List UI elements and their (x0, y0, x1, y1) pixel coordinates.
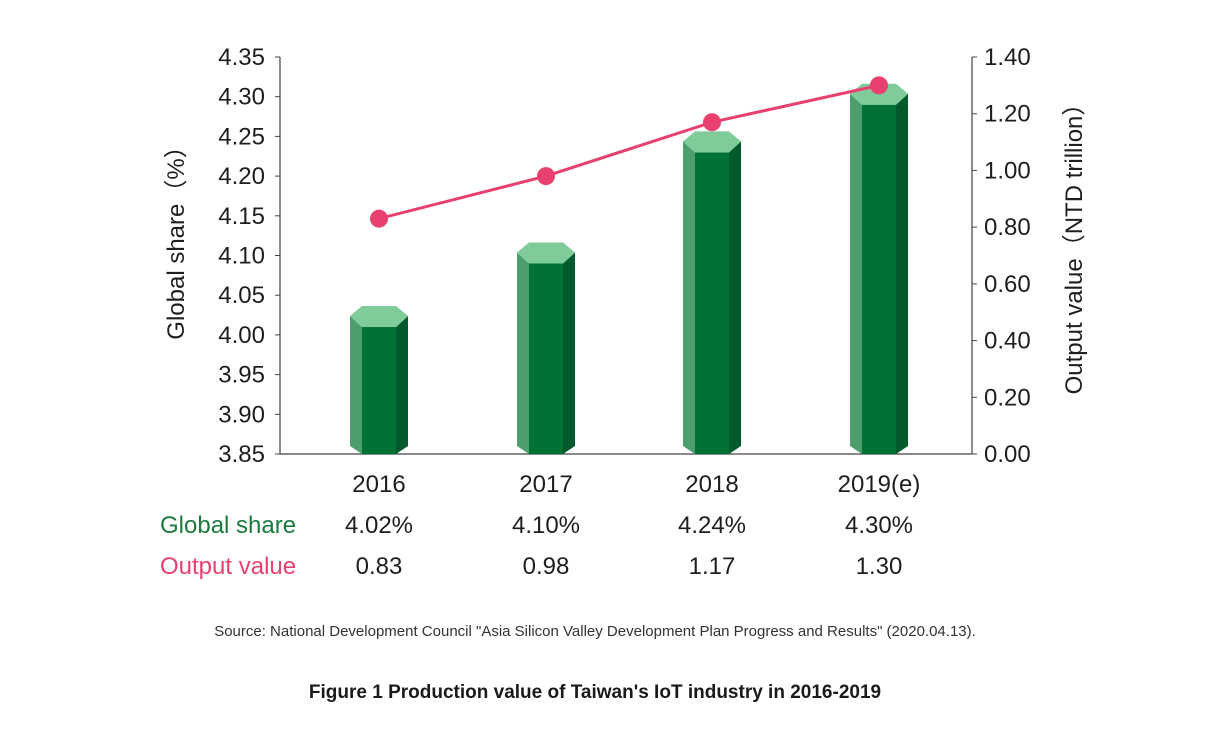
bar-front-face (862, 104, 896, 454)
output-value-point (370, 209, 388, 228)
output-value-point (870, 76, 888, 95)
bar (683, 131, 741, 454)
x-tick-label: 2019(e) (838, 471, 921, 498)
bar-left-face (683, 141, 695, 454)
output-value-line-series (370, 76, 888, 228)
left-axis-ticks: 4.35 4.30 4.25 4.20 4.15 4.10 4.05 4.00 3.95 3.90… (218, 44, 280, 468)
global-share-value: 4.10% (512, 512, 580, 539)
bar-left-face (850, 93, 862, 454)
left-tick-label: 4.10 (218, 243, 265, 270)
global-share-value: 4.24% (678, 512, 746, 539)
output-value-value: 1.30 (856, 553, 903, 580)
bar-left-face (350, 316, 362, 454)
source-note: Source: National Development Council "As… (214, 623, 976, 640)
right-axis-ticks: 1.40 1.20 1.00 0.80 0.60 0.40 0.20 0.00 (972, 44, 1031, 468)
bar (850, 83, 908, 454)
left-tick-label: 4.30 (218, 84, 265, 111)
right-tick-label: 1.20 (984, 101, 1031, 128)
right-tick-label: 0.60 (984, 271, 1031, 298)
bar-right-face (896, 93, 908, 454)
x-tick-label: 2016 (352, 471, 405, 498)
left-tick-label: 4.25 (218, 123, 265, 150)
left-tick-label: 4.20 (218, 163, 265, 190)
bar-top-face (683, 131, 741, 153)
left-tick-label: 4.15 (218, 203, 265, 230)
bar-front-face (529, 263, 563, 454)
bar (350, 306, 408, 454)
output-value-point (703, 113, 721, 132)
left-tick-label: 4.00 (218, 322, 265, 349)
bar-front-face (362, 327, 396, 454)
bars (350, 83, 908, 454)
right-tick-label: 0.20 (984, 384, 1031, 411)
right-tick-label: 1.00 (984, 157, 1031, 184)
bar-front-face (695, 152, 729, 454)
bar-right-face (729, 141, 741, 454)
output-value-row-label: Output value (160, 553, 296, 580)
left-tick-label: 4.05 (218, 282, 265, 309)
global-share-value: 4.30% (845, 512, 913, 539)
output-value-value: 0.98 (523, 553, 570, 580)
left-tick-label: 4.35 (218, 44, 265, 71)
bar (517, 242, 575, 454)
right-axis-title: Output value（NTD trillion） (1061, 92, 1088, 395)
bar-top-face (517, 242, 575, 264)
right-tick-label: 1.40 (984, 44, 1031, 71)
right-tick-label: 0.80 (984, 214, 1031, 241)
output-value-point (537, 167, 555, 186)
left-axis-title: Global share（%） (163, 134, 190, 339)
right-tick-label: 0.00 (984, 441, 1031, 468)
output-value-line (378, 83, 880, 221)
left-tick-label: 3.85 (218, 441, 265, 468)
data-table-values: 4.02% 4.10% 4.24% 4.30% 0.83 0.98 1.17 1.30 (345, 512, 913, 580)
left-tick-label: 3.95 (218, 362, 265, 389)
left-tick-label: 3.90 (218, 401, 265, 428)
x-tick-label: 2018 (685, 471, 738, 498)
right-tick-label: 0.40 (984, 328, 1031, 355)
global-share-row-label: Global share (160, 512, 296, 539)
x-axis-ticks: 2016 2017 2018 2019(e) (352, 471, 920, 498)
figure-caption: Figure 1 Production value of Taiwan's Io… (308, 682, 882, 703)
output-value-value: 0.83 (356, 553, 403, 580)
bar-right-face (563, 252, 575, 454)
chart: 4.35 4.30 4.25 4.20 4.15 4.10 4.05 4.00 3.95 3.90… (160, 44, 1088, 580)
bar-left-face (517, 252, 529, 454)
bar-top-face (350, 306, 408, 328)
bar-right-face (396, 316, 408, 454)
x-tick-label: 2017 (519, 471, 572, 498)
global-share-value: 4.02% (345, 512, 413, 539)
output-value-value: 1.17 (689, 553, 736, 580)
